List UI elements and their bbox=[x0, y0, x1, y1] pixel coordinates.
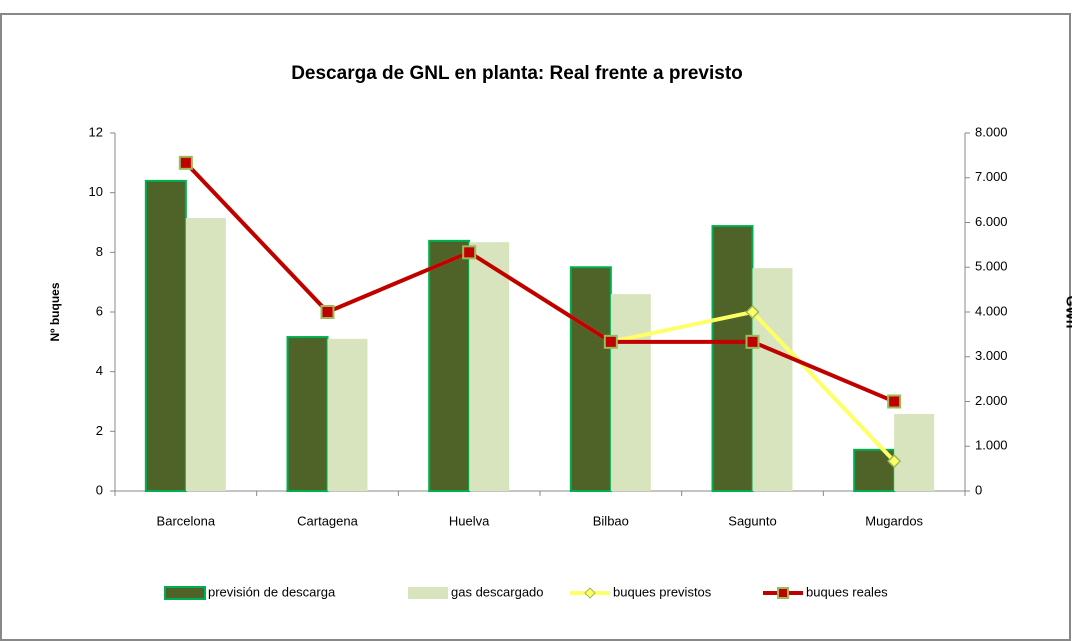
y2-tick-label: 6.000 bbox=[975, 214, 1008, 229]
legend-marker bbox=[777, 587, 789, 599]
y-axis-label: Nº buques bbox=[48, 282, 62, 341]
bar bbox=[286, 336, 329, 492]
legend-marker bbox=[584, 587, 596, 599]
legend-swatch bbox=[164, 586, 206, 600]
x-tick-label: Cartagena bbox=[297, 513, 358, 528]
bar bbox=[469, 242, 510, 491]
legend-swatch bbox=[408, 587, 448, 599]
bar bbox=[327, 338, 368, 491]
x-tick-label: Huelva bbox=[449, 513, 490, 528]
bar bbox=[569, 266, 612, 492]
y-tick-label: 4 bbox=[96, 363, 103, 378]
y2-tick-label: 3.000 bbox=[975, 348, 1008, 363]
y-tick-label: 6 bbox=[96, 303, 103, 318]
y2-tick-label: 5.000 bbox=[975, 259, 1008, 274]
y-tick-label: 2 bbox=[96, 423, 103, 438]
marker bbox=[745, 334, 760, 349]
legend-label: buques previstos bbox=[613, 584, 712, 599]
y2-tick-label: 2.000 bbox=[975, 393, 1008, 408]
bar bbox=[752, 268, 793, 491]
marker bbox=[320, 305, 335, 319]
marker bbox=[603, 334, 618, 349]
y-tick-label: 0 bbox=[96, 482, 103, 497]
y2-tick-label: 7.000 bbox=[975, 169, 1008, 184]
x-tick-label: Bilbao bbox=[593, 513, 629, 528]
marker bbox=[462, 245, 477, 260]
y2-tick-label: 8.000 bbox=[975, 124, 1008, 139]
y2-tick-label: 1.000 bbox=[975, 438, 1008, 453]
bar bbox=[711, 225, 754, 493]
y2-axis-label: GWh bbox=[1063, 296, 1072, 329]
bar bbox=[144, 179, 187, 492]
legend-label: previsión de descarga bbox=[208, 584, 336, 599]
y2-tick-label: 0 bbox=[975, 482, 982, 497]
marker bbox=[178, 155, 193, 170]
marker bbox=[887, 394, 902, 409]
marker bbox=[745, 304, 760, 320]
legend-label: buques reales bbox=[806, 584, 888, 599]
bar bbox=[610, 294, 651, 491]
marker bbox=[887, 454, 902, 469]
y-tick-label: 10 bbox=[89, 184, 103, 199]
bar bbox=[185, 218, 226, 491]
x-tick-label: Barcelona bbox=[157, 513, 216, 528]
line bbox=[184, 161, 895, 404]
bar bbox=[894, 414, 935, 491]
bar bbox=[428, 239, 471, 492]
y-tick-label: 12 bbox=[89, 124, 103, 139]
y-tick-label: 8 bbox=[96, 244, 103, 259]
y2-tick-label: 4.000 bbox=[975, 303, 1008, 318]
legend-label: gas descargado bbox=[451, 584, 544, 599]
x-tick-label: Mugardos bbox=[865, 513, 923, 528]
x-tick-label: Sagunto bbox=[728, 513, 776, 528]
chart-title: Descarga de GNL en planta: Real frente a… bbox=[291, 63, 743, 84]
